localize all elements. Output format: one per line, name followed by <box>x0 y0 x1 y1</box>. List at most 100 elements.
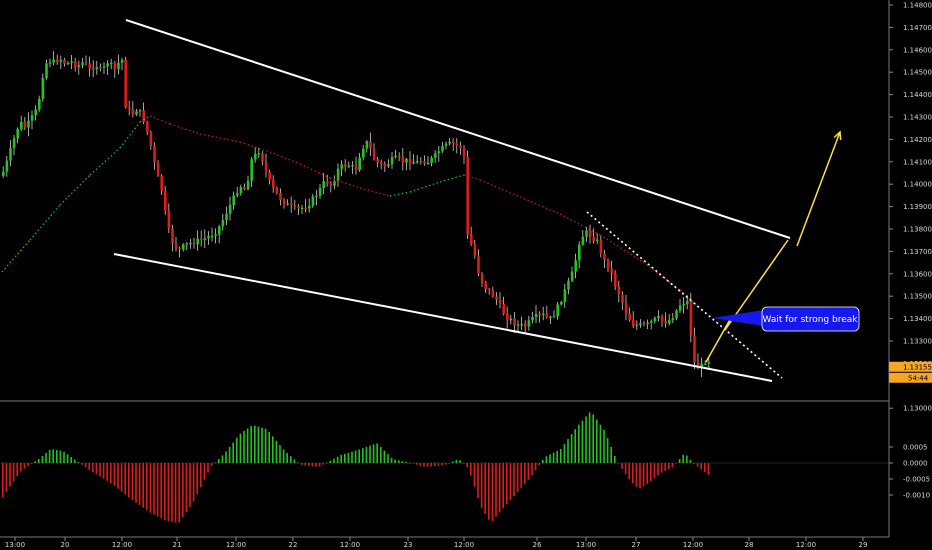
candle-body <box>160 175 163 191</box>
candle-body <box>232 195 235 205</box>
moving-average-segment <box>389 191 411 197</box>
candle-body <box>63 59 66 64</box>
moving-average-segment <box>479 179 521 198</box>
oscillator-bar <box>527 463 530 480</box>
oscillator-bar <box>563 444 566 463</box>
oscillator-bar <box>369 445 371 463</box>
oscillator-bar <box>426 463 429 467</box>
oscillator-bar <box>531 463 533 476</box>
oscillator-bar <box>668 463 670 469</box>
oscillator-bar <box>326 462 328 464</box>
candle-body <box>678 305 682 311</box>
candle-body <box>599 239 603 254</box>
projection-arrow <box>796 131 841 247</box>
candle-body <box>513 318 516 325</box>
candle-body <box>218 226 221 235</box>
oscillator-bar <box>585 416 587 463</box>
oscillator-panel <box>0 412 889 523</box>
candle-body <box>30 115 34 121</box>
price-tick-label: 1.14300 <box>903 114 932 122</box>
candle-body <box>88 63 91 69</box>
candle-body <box>347 165 351 167</box>
candle-body <box>304 207 307 209</box>
projection-arrow-head <box>833 130 842 141</box>
oscillator-bar <box>264 428 267 463</box>
candle-body <box>189 242 192 245</box>
oscillator-bar <box>203 463 206 480</box>
moving-average-segment <box>329 177 361 189</box>
moving-average-segment <box>1 239 31 273</box>
candle-body <box>243 187 246 190</box>
oscillator-bar <box>506 463 508 505</box>
moving-average-segment <box>149 115 171 125</box>
candle-body <box>682 303 685 306</box>
callout-pointer <box>712 310 764 326</box>
candle-body <box>394 155 397 157</box>
oscillator-bar <box>113 463 116 486</box>
candle-body <box>380 162 383 165</box>
price-panel <box>1 51 711 378</box>
moving-average-segment <box>299 163 331 179</box>
oscillator-bar <box>592 414 594 463</box>
osc-tick-label: -0.0010 <box>903 492 930 500</box>
oscillator-axis-ticks: 0.0005 0.0000 -0.0005 -0.0010 <box>889 444 930 500</box>
oscillator-bar <box>444 463 447 465</box>
oscillator-bar <box>293 459 296 463</box>
oscillator-bar <box>63 451 65 463</box>
candle-body <box>142 110 145 122</box>
candle-body <box>77 65 81 68</box>
oscillator-bar <box>41 456 44 463</box>
oscillator-bar <box>279 445 281 463</box>
oscillator-bar <box>290 456 292 463</box>
price-tick-label: 1.13400 <box>903 315 932 323</box>
oscillator-bar <box>416 463 418 465</box>
oscillator-bar <box>441 463 443 466</box>
oscillator-bar <box>581 420 584 463</box>
oscillator-bar <box>128 463 130 498</box>
oscillator-bar <box>383 450 386 463</box>
oscillator-bar <box>513 463 515 497</box>
candle-body <box>621 294 624 303</box>
candle-body <box>34 109 37 116</box>
oscillator-bar <box>599 424 602 463</box>
oscillator-bar <box>650 463 652 482</box>
candle-body <box>480 273 484 283</box>
oscillator-bar <box>606 438 609 463</box>
candle-body <box>156 162 160 176</box>
oscillator-bar <box>686 455 688 463</box>
candle-body <box>41 77 45 99</box>
candle-body <box>297 206 300 209</box>
moving-average-segment <box>559 213 601 236</box>
candle-body <box>574 260 577 272</box>
candle-body <box>225 213 228 220</box>
oscillator-bar <box>660 463 663 473</box>
oscillator-bar <box>286 453 288 463</box>
oscillator-bar <box>99 463 101 477</box>
oscillator-bar <box>318 463 321 467</box>
candle-body <box>524 324 527 327</box>
time-tick-label: 12:00 <box>226 541 246 549</box>
price-tick-label: 1.14400 <box>903 91 932 99</box>
oscillator-bar <box>333 458 335 463</box>
oscillator-bar <box>401 461 404 463</box>
candle-body <box>383 164 387 167</box>
candle-body <box>563 289 567 302</box>
oscillator-bar <box>149 463 152 513</box>
oscillator-bar <box>376 443 378 463</box>
oscillator-bar <box>462 463 465 464</box>
oscillator-bar <box>394 459 396 463</box>
candle-body <box>531 317 534 321</box>
oscillator-bar <box>351 451 353 463</box>
candle-body <box>452 141 455 144</box>
oscillator-bar <box>480 463 483 509</box>
oscillator-bar <box>419 463 422 466</box>
candle-body <box>99 67 102 69</box>
oscillator-bar <box>117 463 119 489</box>
candle-body <box>473 244 477 256</box>
candle-body <box>398 155 401 157</box>
time-tick-label: 12:00 <box>340 541 360 549</box>
candle-body <box>344 164 347 167</box>
price-axis-ticks: 1.14800 1.14700 1.14600 1.14500 1.14400 1.143… <box>889 2 932 413</box>
oscillator-bar <box>34 461 36 463</box>
candle-body <box>668 320 671 324</box>
